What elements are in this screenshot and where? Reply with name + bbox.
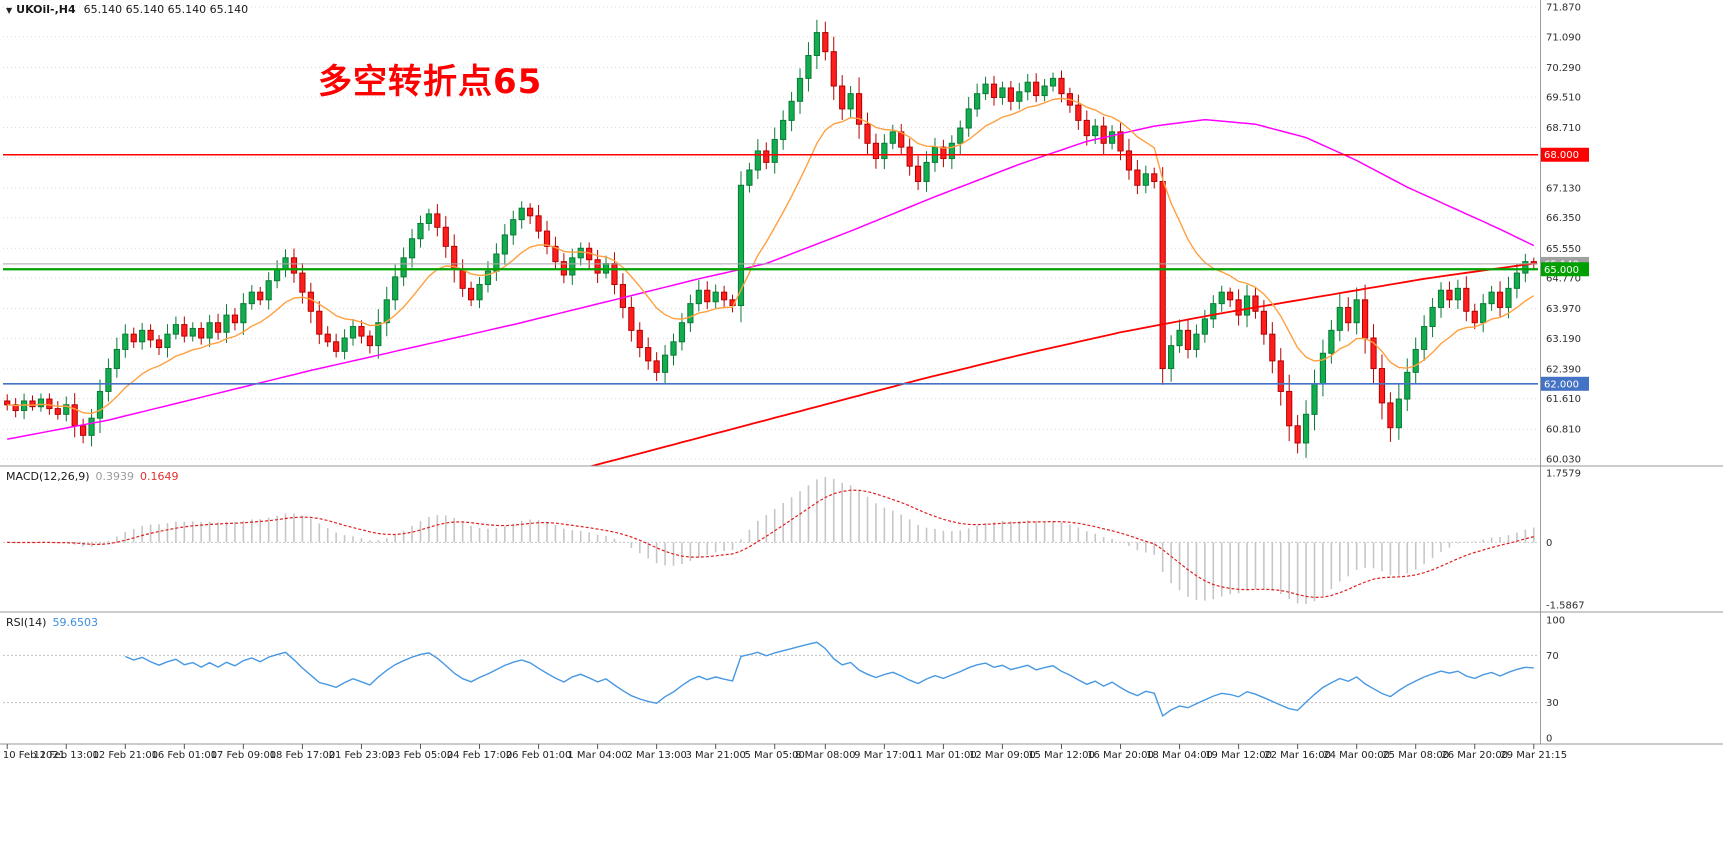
price-tag xyxy=(1541,262,1589,277)
svg-text:62.000: 62.000 xyxy=(1544,379,1579,390)
svg-text:1 Mar 04:00: 1 Mar 04:00 xyxy=(567,750,627,761)
svg-text:67.130: 67.130 xyxy=(1546,183,1581,194)
svg-text:60.030: 60.030 xyxy=(1546,455,1581,466)
svg-text:62.390: 62.390 xyxy=(1546,364,1581,375)
svg-text:68.710: 68.710 xyxy=(1546,123,1581,134)
svg-text:69.510: 69.510 xyxy=(1546,93,1581,104)
svg-text:12 Feb 21:00: 12 Feb 21:00 xyxy=(92,750,158,761)
svg-text:29 Mar 21:15: 29 Mar 21:15 xyxy=(1500,750,1567,761)
svg-text:70.290: 70.290 xyxy=(1546,63,1581,74)
moving-averages-layer xyxy=(7,97,1535,466)
svg-text:1.7579: 1.7579 xyxy=(1546,469,1581,480)
svg-text:0: 0 xyxy=(1546,538,1552,549)
svg-text:66.350: 66.350 xyxy=(1546,213,1581,224)
svg-text:71.090: 71.090 xyxy=(1546,32,1581,43)
svg-text:65.000: 65.000 xyxy=(1544,265,1579,276)
svg-text:22 Mar 16:00: 22 Mar 16:00 xyxy=(1264,750,1331,761)
svg-text:-1.5867: -1.5867 xyxy=(1546,601,1585,612)
svg-text:18 Feb 17:00: 18 Feb 17:00 xyxy=(270,750,336,761)
price-tag xyxy=(1541,376,1589,391)
svg-text:0: 0 xyxy=(1546,734,1552,745)
svg-text:100: 100 xyxy=(1546,616,1565,627)
chart-svg[interactable]: 71.87071.09070.29069.51068.71067.93067.1… xyxy=(0,0,1723,766)
svg-text:17 Feb 09:00: 17 Feb 09:00 xyxy=(211,750,277,761)
svg-text:16 Mar 20:00: 16 Mar 20:00 xyxy=(1087,750,1154,761)
svg-text:71.870: 71.870 xyxy=(1546,3,1581,14)
svg-text:68.000: 68.000 xyxy=(1544,150,1579,161)
svg-text:11 Feb 13:00: 11 Feb 13:00 xyxy=(33,750,99,761)
svg-text:26 Feb 01:00: 26 Feb 01:00 xyxy=(506,750,572,761)
svg-text:5 Mar 05:00: 5 Mar 05:00 xyxy=(745,750,805,761)
svg-text:10 Feb 2021: 10 Feb 2021 xyxy=(3,750,65,761)
rsi-pane[interactable] xyxy=(3,641,1538,718)
horizontal-lines-layer[interactable] xyxy=(3,153,1538,385)
svg-text:15 Mar 12:00: 15 Mar 12:00 xyxy=(1028,750,1095,761)
svg-text:24 Feb 17:00: 24 Feb 17:00 xyxy=(447,750,513,761)
svg-text:11 Mar 01:00: 11 Mar 01:00 xyxy=(910,750,977,761)
svg-text:3 Mar 21:00: 3 Mar 21:00 xyxy=(685,750,745,761)
svg-text:60.810: 60.810 xyxy=(1546,425,1581,436)
svg-text:19 Mar 12:00: 19 Mar 12:00 xyxy=(1205,750,1272,761)
svg-text:65.550: 65.550 xyxy=(1546,244,1581,255)
svg-text:23 Feb 05:00: 23 Feb 05:00 xyxy=(388,750,454,761)
candles-layer xyxy=(4,19,1537,458)
svg-text:70: 70 xyxy=(1546,651,1559,662)
price-tag xyxy=(1541,147,1589,162)
svg-text:63.190: 63.190 xyxy=(1546,334,1581,345)
macd-pane[interactable] xyxy=(3,477,1538,605)
svg-text:8 Mar 08:00: 8 Mar 08:00 xyxy=(795,750,855,761)
svg-text:9 Mar 17:00: 9 Mar 17:00 xyxy=(854,750,914,761)
svg-text:64.770: 64.770 xyxy=(1546,274,1581,285)
svg-text:61.610: 61.610 xyxy=(1546,394,1581,405)
price-axis[interactable]: 71.87071.09070.29069.51068.71067.93067.1… xyxy=(1541,3,1589,745)
svg-text:12 Mar 09:00: 12 Mar 09:00 xyxy=(969,750,1036,761)
svg-text:63.970: 63.970 xyxy=(1546,304,1581,315)
svg-text:24 Mar 00:00: 24 Mar 00:00 xyxy=(1323,750,1390,761)
svg-text:18 Mar 04:00: 18 Mar 04:00 xyxy=(1146,750,1213,761)
svg-text:16 Feb 01:00: 16 Feb 01:00 xyxy=(152,750,218,761)
svg-text:21 Feb 23:00: 21 Feb 23:00 xyxy=(329,750,395,761)
svg-text:26 Mar 20:00: 26 Mar 20:00 xyxy=(1441,750,1508,761)
svg-text:25 Mar 08:00: 25 Mar 08:00 xyxy=(1382,750,1449,761)
svg-text:2 Mar 13:00: 2 Mar 13:00 xyxy=(626,750,686,761)
svg-text:30: 30 xyxy=(1546,698,1559,709)
price-pane[interactable] xyxy=(3,6,1538,491)
